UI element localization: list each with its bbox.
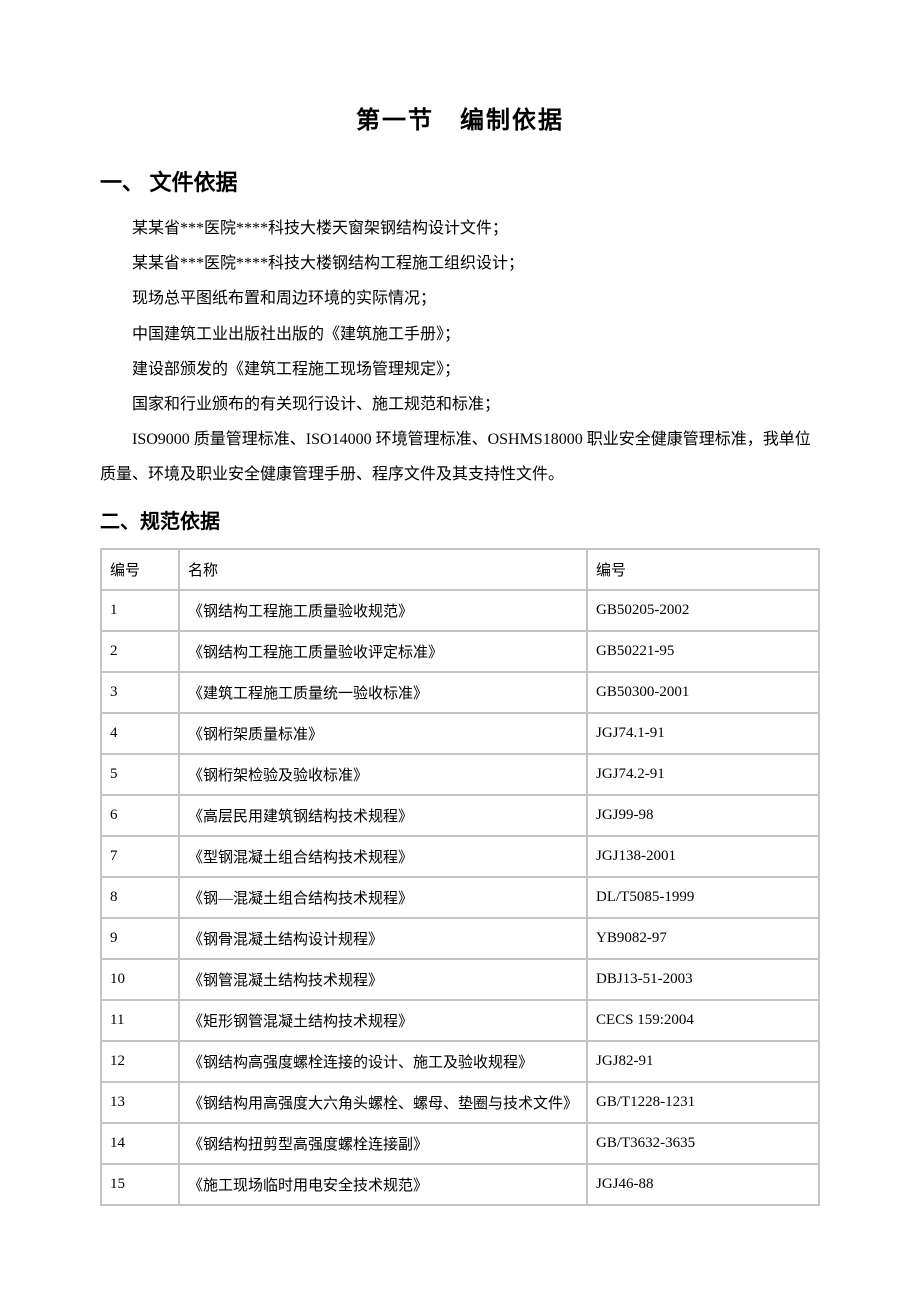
- section-1-heading: 一、 文件依据: [100, 165, 820, 197]
- table-cell: 《钢桁架质量标准》: [180, 714, 586, 753]
- table-row: 13《钢结构用高强度大六角头螺栓、螺母、垫圈与技术文件》GB/T1228-123…: [102, 1083, 818, 1122]
- table-cell: 《钢结构高强度螺栓连接的设计、施工及验收规程》: [180, 1042, 586, 1081]
- table-header-row: 编号 名称 编号: [102, 550, 818, 589]
- paragraph: 中国建筑工业出版社出版的《建筑施工手册》；: [100, 317, 820, 352]
- table-cell: YB9082-97: [588, 919, 818, 958]
- table-cell: JGJ99-98: [588, 796, 818, 835]
- table-cell: DL/T5085-1999: [588, 878, 818, 917]
- table-cell: 4: [102, 714, 178, 753]
- table-cell: GB50221-95: [588, 632, 818, 671]
- table-cell: JGJ74.1-91: [588, 714, 818, 753]
- table-row: 1《钢结构工程施工质量验收规范》GB50205-2002: [102, 591, 818, 630]
- table-header-cell: 名称: [180, 550, 586, 589]
- table-row: 15《施工现场临时用电安全技术规范》JGJ46-88: [102, 1165, 818, 1204]
- table-cell: 5: [102, 755, 178, 794]
- table-cell: 《钢管混凝土结构技术规程》: [180, 960, 586, 999]
- paragraph: 某某省***医院****科技大楼天窗架钢结构设计文件；: [100, 211, 820, 246]
- table-cell: GB50205-2002: [588, 591, 818, 630]
- table-row: 4《钢桁架质量标准》JGJ74.1-91: [102, 714, 818, 753]
- table-cell: 3: [102, 673, 178, 712]
- table-cell: 10: [102, 960, 178, 999]
- paragraph: 建设部颁发的《建筑工程施工现场管理规定》；: [100, 352, 820, 387]
- table-header-cell: 编号: [102, 550, 178, 589]
- section-2-heading: 二、规范依据: [100, 505, 820, 534]
- paragraph: 国家和行业颁布的有关现行设计、施工规范和标准；: [100, 387, 820, 422]
- table-cell: 《建筑工程施工质量统一验收标准》: [180, 673, 586, 712]
- table-cell: GB50300-2001: [588, 673, 818, 712]
- table-row: 11《矩形钢管混凝土结构技术规程》CECS 159:2004: [102, 1001, 818, 1040]
- paragraph: 某某省***医院****科技大楼钢结构工程施工组织设计；: [100, 246, 820, 281]
- table-row: 8《钢—混凝土组合结构技术规程》DL/T5085-1999: [102, 878, 818, 917]
- page-title: 第一节 编制依据: [100, 100, 820, 135]
- table-cell: CECS 159:2004: [588, 1001, 818, 1040]
- table-cell: 《钢骨混凝土结构设计规程》: [180, 919, 586, 958]
- table-cell: DBJ13-51-2003: [588, 960, 818, 999]
- table-cell: 12: [102, 1042, 178, 1081]
- table-row: 9《钢骨混凝土结构设计规程》YB9082-97: [102, 919, 818, 958]
- table-cell: 《钢结构扭剪型高强度螺栓连接副》: [180, 1124, 586, 1163]
- table-row: 7《型钢混凝土组合结构技术规程》JGJ138-2001: [102, 837, 818, 876]
- document-page: 第一节 编制依据 一、 文件依据 某某省***医院****科技大楼天窗架钢结构设…: [0, 0, 920, 1302]
- table-cell: 1: [102, 591, 178, 630]
- table-cell: 《钢—混凝土组合结构技术规程》: [180, 878, 586, 917]
- table-cell: JGJ82-91: [588, 1042, 818, 1081]
- paragraph: 现场总平图纸布置和周边环境的实际情况；: [100, 281, 820, 316]
- table-cell: 《施工现场临时用电安全技术规范》: [180, 1165, 586, 1204]
- table-cell: 6: [102, 796, 178, 835]
- table-cell: 11: [102, 1001, 178, 1040]
- table-cell: GB/T1228-1231: [588, 1083, 818, 1122]
- table-header-cell: 编号: [588, 550, 818, 589]
- table-cell: 《矩形钢管混凝土结构技术规程》: [180, 1001, 586, 1040]
- table-cell: 《钢结构工程施工质量验收评定标准》: [180, 632, 586, 671]
- table-cell: 《钢结构用高强度大六角头螺栓、螺母、垫圈与技术文件》: [180, 1083, 586, 1122]
- table-cell: 《型钢混凝土组合结构技术规程》: [180, 837, 586, 876]
- table-cell: 《钢桁架检验及验收标准》: [180, 755, 586, 794]
- paragraph: ISO9000 质量管理标准、ISO14000 环境管理标准、OSHMS1800…: [100, 422, 820, 492]
- table-cell: 《高层民用建筑钢结构技术规程》: [180, 796, 586, 835]
- table-cell: 8: [102, 878, 178, 917]
- table-row: 14《钢结构扭剪型高强度螺栓连接副》GB/T3632-3635: [102, 1124, 818, 1163]
- table-cell: JGJ74.2-91: [588, 755, 818, 794]
- table-cell: GB/T3632-3635: [588, 1124, 818, 1163]
- table-row: 2《钢结构工程施工质量验收评定标准》GB50221-95: [102, 632, 818, 671]
- table-cell: 2: [102, 632, 178, 671]
- table-cell: 13: [102, 1083, 178, 1122]
- table-row: 10《钢管混凝土结构技术规程》DBJ13-51-2003: [102, 960, 818, 999]
- table-row: 3《建筑工程施工质量统一验收标准》GB50300-2001: [102, 673, 818, 712]
- table-cell: 14: [102, 1124, 178, 1163]
- table-cell: 7: [102, 837, 178, 876]
- table-cell: JGJ46-88: [588, 1165, 818, 1204]
- standards-table: 编号 名称 编号 1《钢结构工程施工质量验收规范》GB50205-20022《钢…: [100, 548, 820, 1206]
- table-cell: 《钢结构工程施工质量验收规范》: [180, 591, 586, 630]
- table-row: 12《钢结构高强度螺栓连接的设计、施工及验收规程》JGJ82-91: [102, 1042, 818, 1081]
- table-cell: 15: [102, 1165, 178, 1204]
- table-row: 5《钢桁架检验及验收标准》JGJ74.2-91: [102, 755, 818, 794]
- table-cell: 9: [102, 919, 178, 958]
- table-row: 6《高层民用建筑钢结构技术规程》JGJ99-98: [102, 796, 818, 835]
- table-cell: JGJ138-2001: [588, 837, 818, 876]
